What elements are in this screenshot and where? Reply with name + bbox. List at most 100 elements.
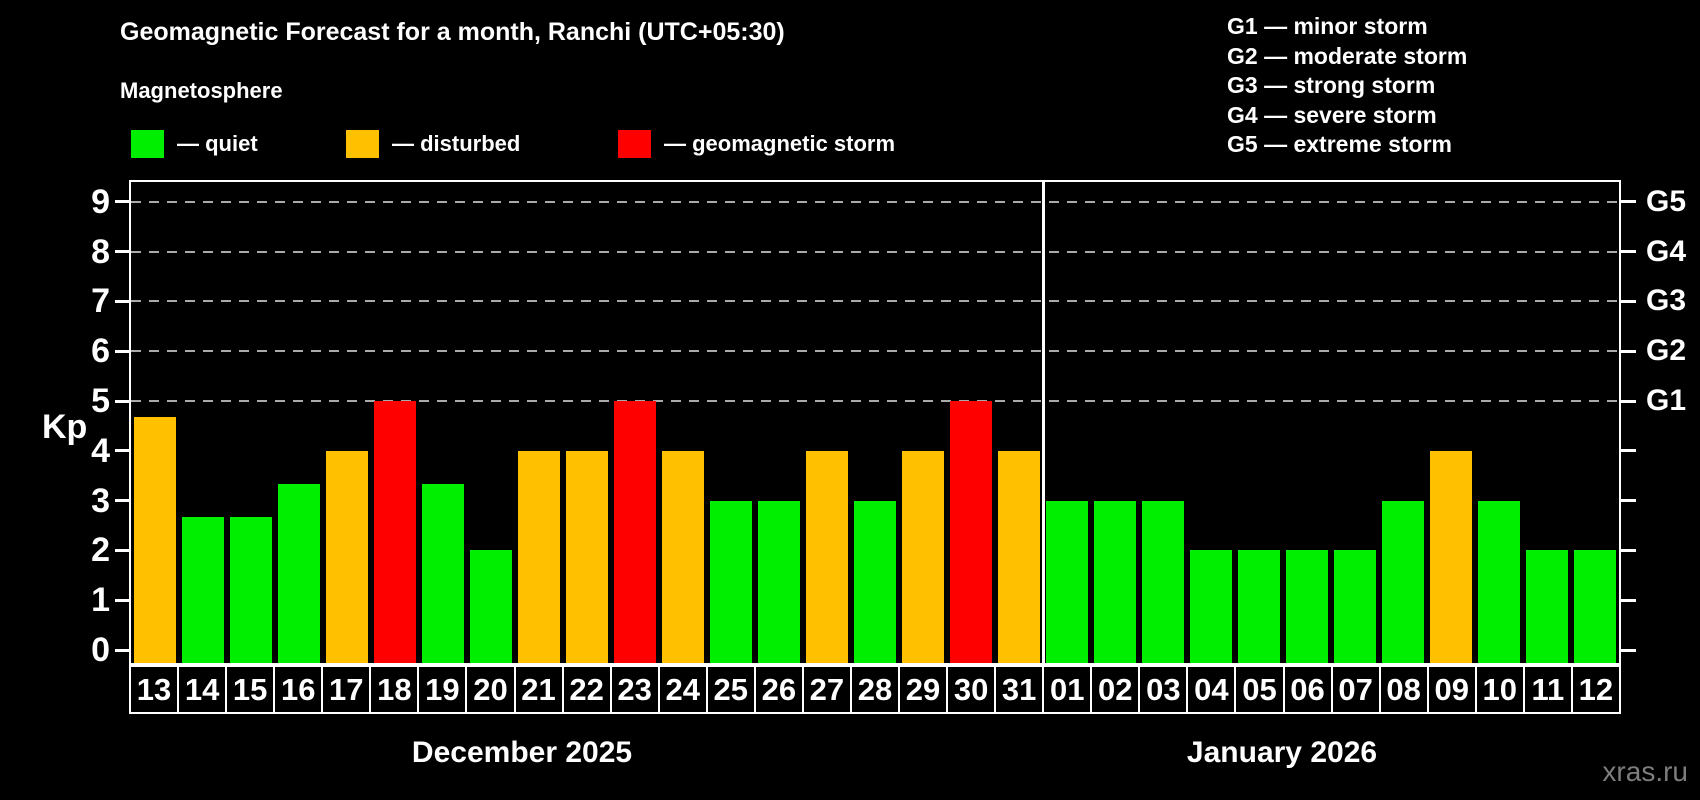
page-title: Geomagnetic Forecast for a month, Ranchi… (120, 18, 785, 46)
y-tick-left-2 (115, 548, 129, 552)
kp-bar-day-29 (901, 450, 945, 663)
y-tick-left-3 (115, 499, 129, 503)
y-tick-label-2: 2 (91, 531, 110, 570)
day-label-01: 01 (1042, 665, 1093, 714)
day-label-30: 30 (946, 665, 997, 714)
day-label-25: 25 (705, 665, 756, 714)
kp-bar-day-28 (853, 500, 897, 663)
gridline-kp-9 (131, 200, 1619, 203)
gridline-kp-6 (131, 350, 1619, 353)
y-tick-label-3: 3 (91, 481, 110, 520)
kp-bar-day-14 (181, 517, 225, 663)
y-tick-right-2 (1621, 548, 1636, 552)
day-label-24: 24 (657, 665, 708, 714)
g-axis-label-G1: G1 (1646, 384, 1687, 417)
y-tick-left-1 (115, 598, 129, 602)
g1-legend-line: G1 — minor storm (1227, 13, 1428, 39)
y-tick-right-0 (1621, 648, 1636, 652)
y-tick-right-8 (1621, 250, 1636, 254)
y-tick-right-9 (1621, 200, 1636, 204)
kp-bar-day-09 (1429, 450, 1473, 663)
kp-bar-day-02 (1093, 500, 1137, 663)
g-axis-label-G5: G5 (1646, 184, 1687, 218)
legend-label-storm: — geomagnetic storm (664, 131, 896, 156)
kp-bar-day-04 (1189, 550, 1233, 663)
day-label-15: 15 (225, 665, 276, 714)
kp-bar-day-13 (133, 417, 177, 663)
g3-legend-line: G3 — strong storm (1227, 72, 1436, 99)
y-tick-label-1: 1 (91, 581, 110, 620)
day-axis-row: 13 14 15 16 17 18 19 20 21 22 23 24 25 26 27 28 29 30 31 01… (129, 665, 1621, 714)
g-axis-label-G2: G2 (1646, 334, 1687, 368)
xras-watermark-link[interactable]: xras.ru (1602, 756, 1688, 787)
kp-bar-day-18 (373, 401, 417, 663)
day-label-06: 06 (1282, 665, 1333, 714)
day-label-18: 18 (369, 665, 420, 714)
magnetosphere-subtitle: Magnetosphere (120, 78, 283, 103)
day-label-08: 08 (1378, 665, 1429, 714)
legend-label-disturbed: — disturbed (392, 131, 521, 156)
day-label-28: 28 (849, 665, 900, 714)
g5-legend-line: G5 — extreme storm (1227, 131, 1452, 158)
day-label-26: 26 (753, 665, 804, 714)
y-tick-left-5 (115, 399, 129, 403)
y-tick-left-8 (115, 250, 129, 254)
kp-bar-day-01 (1045, 500, 1089, 663)
kp-bar-day-17 (325, 450, 369, 663)
gridline-kp-8 (131, 250, 1619, 253)
y-tick-label-8: 8 (91, 232, 110, 271)
y-tick-right-7 (1621, 299, 1636, 303)
kp-bar-day-19 (421, 484, 465, 663)
day-label-19: 19 (417, 665, 468, 714)
day-label-13: 13 (129, 665, 180, 714)
kp-bar-day-22 (565, 450, 609, 663)
y-tick-left-9 (115, 200, 129, 204)
gridline-kp-5 (131, 400, 1619, 402)
day-label-31: 31 (994, 665, 1045, 714)
g-axis-label-G3: G3 (1646, 284, 1687, 318)
y-tick-left-4 (115, 449, 129, 453)
day-label-27: 27 (801, 665, 852, 714)
kp-bar-day-20 (469, 550, 513, 663)
month-label-december: December 2025 (411, 736, 633, 769)
day-label-20: 20 (465, 665, 516, 714)
quiet-color-swatch (131, 130, 164, 158)
legend-item-storm: — geomagnetic storm (618, 130, 895, 158)
kp-bar-day-26 (757, 500, 801, 663)
kp-bar-day-11 (1525, 550, 1569, 663)
kp-bar-day-25 (709, 500, 753, 663)
y-tick-left-7 (115, 299, 129, 303)
day-label-21: 21 (513, 665, 564, 714)
kp-bar-day-15 (229, 517, 273, 663)
kp-bar-day-21 (517, 450, 561, 663)
disturbed-color-swatch (346, 130, 379, 158)
kp-bar-day-24 (661, 450, 705, 663)
day-label-03: 03 (1138, 665, 1189, 714)
kp-bar-day-12 (1573, 550, 1617, 663)
day-label-11: 11 (1522, 665, 1573, 714)
y-tick-left-6 (115, 349, 129, 353)
month-separator (1041, 182, 1045, 663)
kp-bar-day-06 (1285, 550, 1329, 663)
y-tick-right-1 (1621, 598, 1636, 602)
kp-bar-day-30 (949, 401, 993, 663)
day-label-14: 14 (177, 665, 228, 714)
y-tick-right-3 (1621, 499, 1636, 503)
day-label-16: 16 (273, 665, 324, 714)
legend-label-quiet: — quiet (177, 131, 258, 156)
y-tick-right-4 (1621, 449, 1636, 453)
y-tick-right-6 (1621, 349, 1636, 353)
kp-bar-day-16 (277, 484, 321, 663)
day-label-02: 02 (1090, 665, 1141, 714)
legend-item-quiet: — quiet (131, 130, 258, 158)
day-label-07: 07 (1330, 665, 1381, 714)
day-label-29: 29 (898, 665, 949, 714)
kp-bar-day-31 (997, 450, 1041, 663)
day-label-12: 12 (1570, 665, 1621, 714)
kp-bar-day-08 (1381, 500, 1425, 663)
kp-bar-day-23 (613, 401, 657, 663)
legend-item-disturbed: — disturbed (346, 130, 520, 158)
y-tick-label-7: 7 (91, 282, 110, 321)
day-label-10: 10 (1474, 665, 1525, 714)
